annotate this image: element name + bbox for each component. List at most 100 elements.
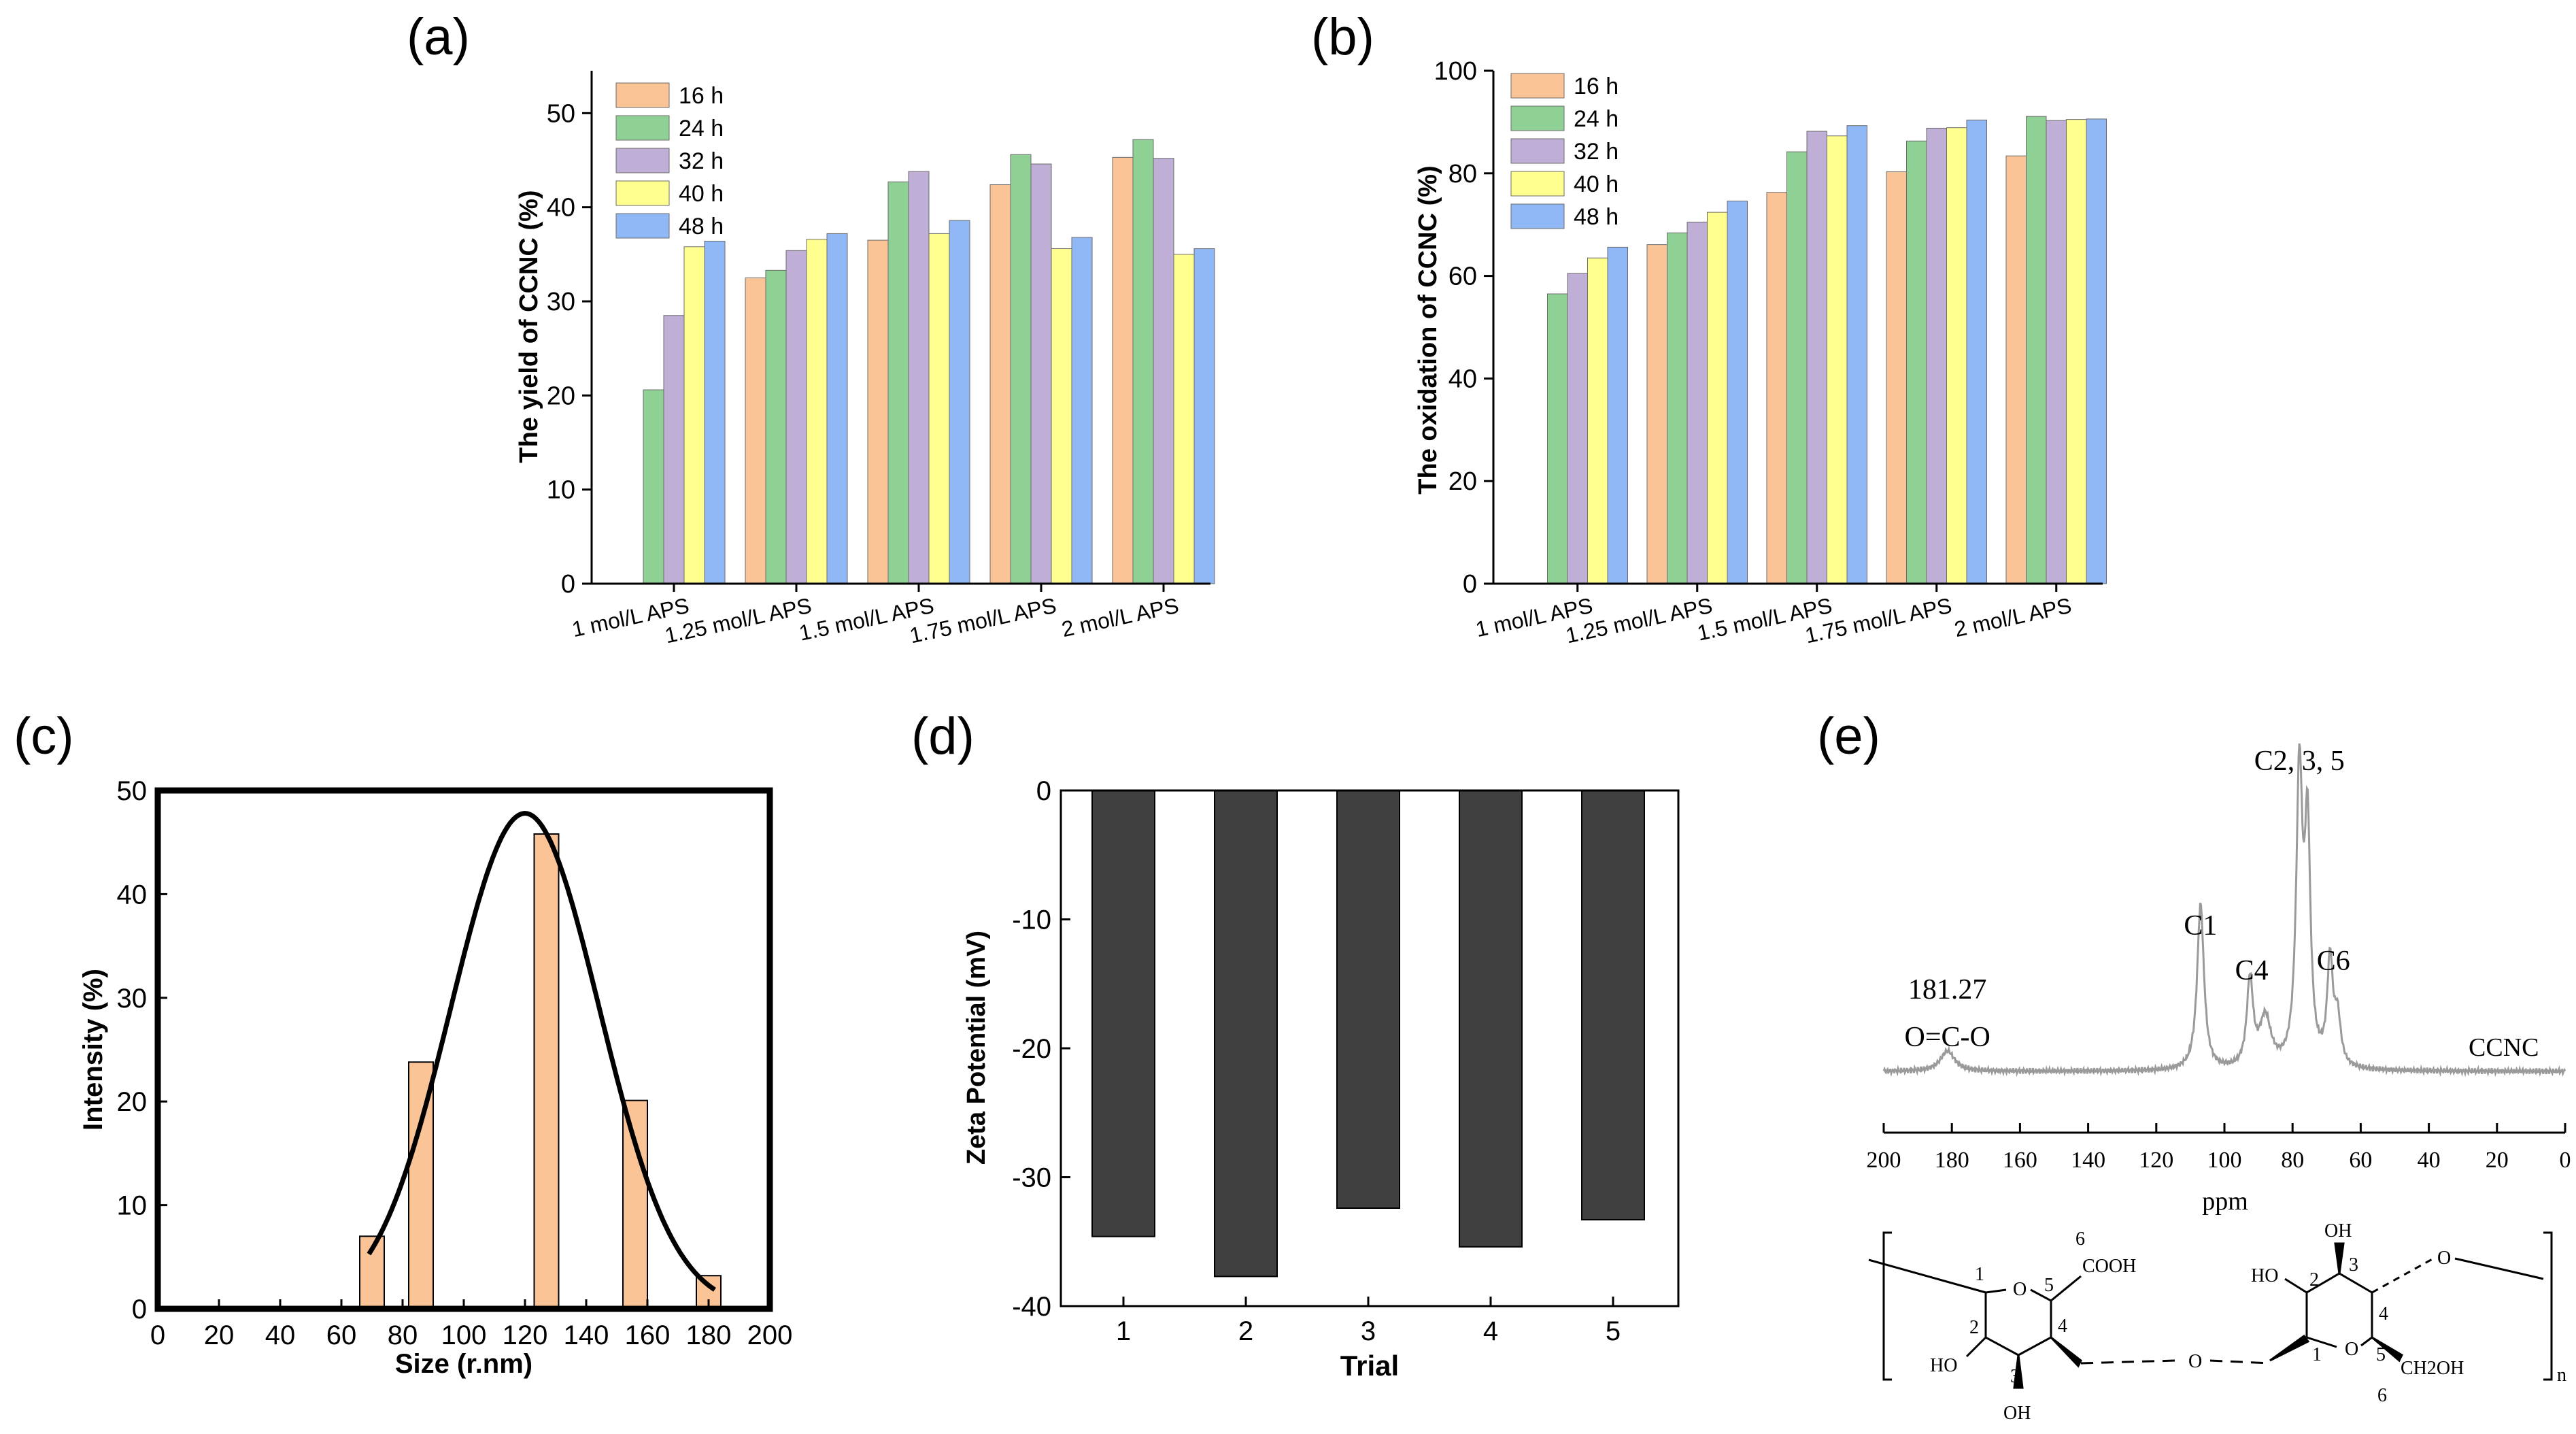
chart-c-bar-4: [622, 1099, 648, 1310]
chart-e-x-axis-label: ppm: [2202, 1187, 2248, 1216]
chart-e-series-label: CCNC: [2469, 1033, 2539, 1062]
chart-b-bar-3-24h: [1786, 151, 1808, 584]
chart-b-bar-5-48h: [2086, 118, 2107, 584]
chart-a-bar-1-32h: [663, 315, 685, 584]
structure-left-chain-bond: [1868, 1258, 1986, 1294]
structure-ch2oh-label: CH2OH: [2401, 1358, 2464, 1379]
panel-label-b: (b): [1311, 8, 1374, 66]
chart-a-legend-swatch-16h: [615, 82, 670, 108]
chart-e-x-tick-label: 180: [1935, 1148, 1969, 1173]
chart-a-legend-label: 16 h: [679, 83, 724, 109]
structure-oh-right-wedge: [2334, 1242, 2345, 1274]
structure-left-ring-oxygen: O: [2013, 1279, 2027, 1300]
chart-e-x-tick-label: 200: [1867, 1148, 1901, 1173]
chart-a-bar-3-48h: [949, 220, 970, 584]
chart-a-bar-5-48h: [1193, 248, 1215, 584]
chart-a-legend-label: 40 h: [679, 181, 724, 207]
structure-repeat-n: n: [2557, 1365, 2566, 1386]
chart-b-y-tick-label: 60: [1448, 263, 1477, 291]
chart-c-gaussian-fit-line: [367, 810, 716, 1292]
chart-b-y-tick-label: 20: [1448, 467, 1477, 496]
structure-left-num-6: 6: [2075, 1229, 2085, 1250]
structure-bridge-dash-right: [2209, 1359, 2271, 1365]
structure-bridge-wedge-right: [2269, 1334, 2310, 1362]
chart-b-legend-swatch-48h: [1510, 203, 1565, 229]
panel-label-a: (a): [407, 8, 470, 66]
structure-oh-top-label: OH: [2324, 1220, 2352, 1241]
chart-e-annotation: C1: [2184, 910, 2217, 941]
structure-right-num-4: 4: [2379, 1303, 2388, 1324]
structure-right-num-3: 3: [2349, 1254, 2358, 1275]
chart-b-bar-3-48h: [1846, 125, 1867, 584]
structure-ho-right-bond: [2284, 1278, 2307, 1294]
chart-a-y-tick-label: 30: [547, 288, 575, 316]
panel-label-c: (c): [14, 707, 74, 765]
chart-a-y-tick-label: 20: [547, 382, 575, 410]
chart-b-y-tick-label: 40: [1448, 365, 1477, 393]
chart-b-bar-1-24h: [1547, 293, 1568, 584]
chart-b-legend-swatch-32h: [1510, 138, 1565, 164]
chart-b-bar-2-32h: [1687, 221, 1708, 584]
chart-b-bar-5-40h: [2066, 119, 2087, 584]
chart-b-legend-label: 40 h: [1574, 171, 1619, 197]
chart-a-legend-swatch-24h: [615, 115, 670, 141]
chart-d-category-label: 5: [1606, 1316, 1621, 1346]
structure-bridge-oxygen: O: [2188, 1351, 2202, 1372]
chart-d-bar-5: [1581, 790, 1645, 1221]
structure-right-chain-bond: [2454, 1257, 2544, 1280]
chart-d-y-tick-label: -40: [1012, 1292, 1051, 1322]
chart-c-x-tick-label: 100: [441, 1320, 487, 1350]
structure-right-ring-oxygen: O: [2345, 1339, 2358, 1360]
structure-left-num-5: 5: [2044, 1275, 2054, 1296]
chart-d-bar-4: [1459, 790, 1523, 1248]
chart-a-bar-3-24h: [887, 181, 909, 584]
chart-b-category-label: 2 mol/L APS: [1952, 593, 2074, 642]
chart-e-annotation: 181.27: [1908, 974, 1987, 1005]
chart-b-legend-label: 16 h: [1574, 73, 1619, 99]
chart-d-category-label: 4: [1483, 1316, 1498, 1346]
chart-b-bar-3-32h: [1806, 131, 1827, 584]
structure-cooh-bond: [2050, 1275, 2082, 1302]
chart-e-x-tick-label: 120: [2139, 1148, 2173, 1173]
chart-d-bar-1: [1091, 790, 1155, 1237]
chart-e-spectrum-line: [1882, 743, 2566, 1078]
chart-a-bar-5-40h: [1173, 254, 1195, 584]
chart-b-bar-2-40h: [1707, 212, 1728, 584]
chart-d-bar-2: [1214, 790, 1278, 1278]
structure-oh-wedge: [2013, 1354, 2024, 1389]
structure-right-ring: [2305, 1272, 2373, 1347]
structure-ch2oh-wedge: [2371, 1336, 2403, 1363]
chart-c-y-axis-label: Intensity (%): [78, 969, 108, 1131]
chart-e-x-tick-label: 140: [2071, 1148, 2105, 1173]
chart-c-y-tick-label: 30: [117, 984, 148, 1014]
structure-left-num-1: 1: [1975, 1264, 1984, 1285]
chart-a-bar-5-24h: [1132, 139, 1154, 584]
chart-a-bar-4-48h: [1071, 237, 1093, 584]
chart-c-x-tick-label: 160: [625, 1320, 671, 1350]
chart-c-x-tick-label: 120: [503, 1320, 548, 1350]
structure-right-num-1: 1: [2312, 1344, 2322, 1365]
chart-b-bar-1-32h: [1567, 273, 1588, 584]
chart-c-frame: [154, 787, 773, 1312]
chart-a-bar-3-16h: [867, 239, 889, 584]
chart-e-x-tick-label: 40: [2418, 1148, 2441, 1173]
structure-bridge-dash-left: [2080, 1359, 2177, 1365]
structure-right-dash-bond: [2371, 1256, 2437, 1294]
structure-bridge-wedge-left: [2050, 1336, 2082, 1368]
chart-c-bar-3: [533, 833, 560, 1310]
chart-a-bar-1-48h: [704, 240, 726, 584]
chart-c-x-tick-label: 40: [265, 1320, 296, 1350]
chart-b-bar-2-48h: [1727, 201, 1748, 584]
chart-b-y-tick-label: 100: [1434, 57, 1477, 86]
chart-a-bar-4-24h: [1010, 154, 1032, 584]
chart-a-legend-swatch-32h: [615, 148, 670, 173]
chart-b-legend-label: 48 h: [1574, 204, 1619, 230]
chart-d-y-axis-label: Zeta Potential (mV): [962, 931, 991, 1165]
chart-b-bar-4-48h: [1966, 119, 1987, 584]
chart-a-bar-3-32h: [908, 171, 930, 584]
chart-c-y-tick-label: 40: [117, 880, 148, 910]
chart-a-bar-2-16h: [745, 277, 766, 584]
chart-c-x-tick-label: 80: [388, 1320, 418, 1350]
chart-e-x-tick-label: 160: [2003, 1148, 2037, 1173]
